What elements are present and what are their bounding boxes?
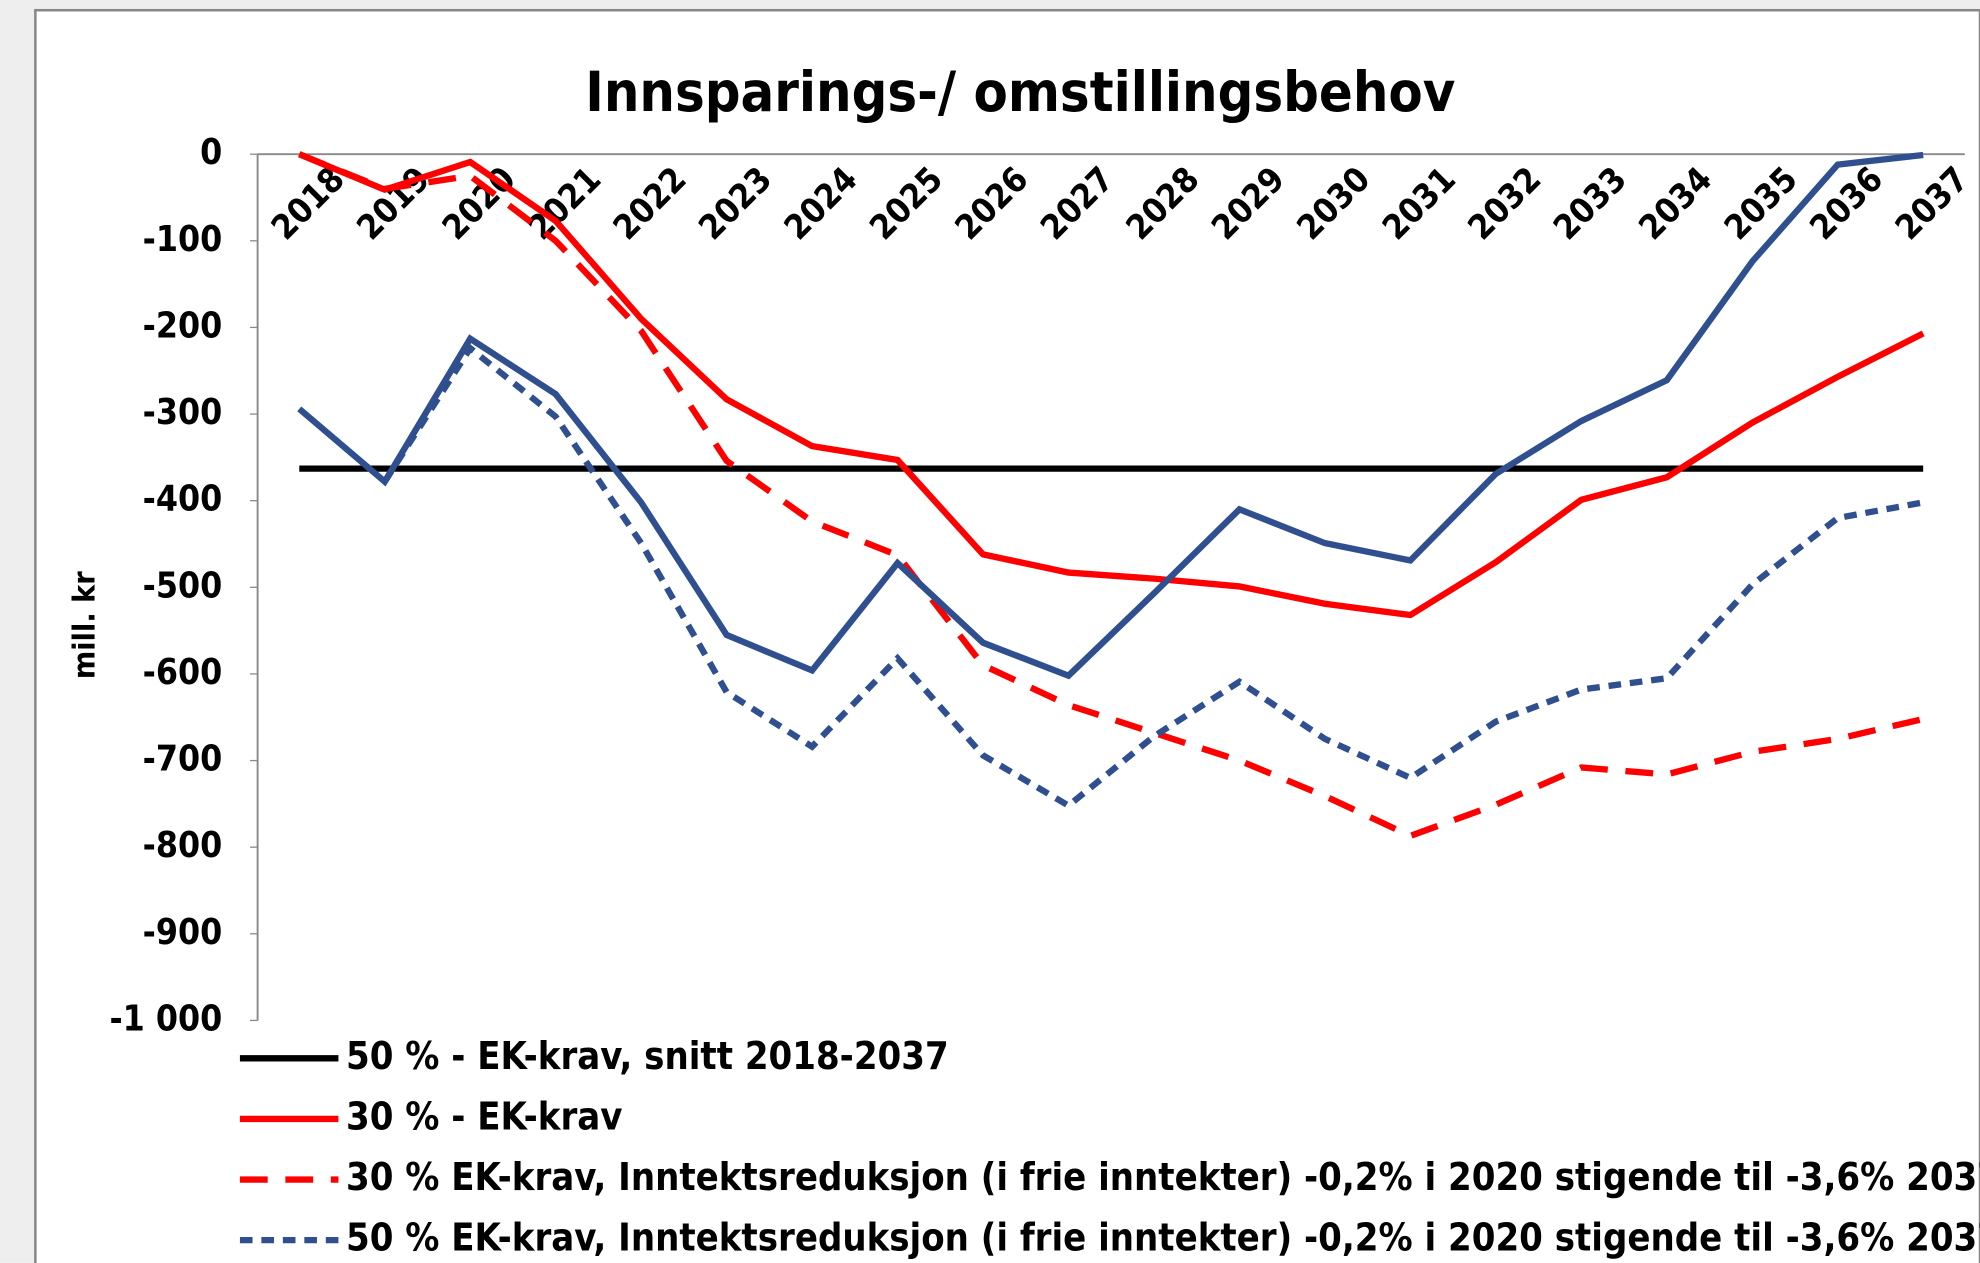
y-tick-label: -600 — [143, 652, 223, 693]
y-tick-label: -1 000 — [109, 998, 222, 1039]
y-tick-label: -700 — [143, 739, 223, 780]
legend-label: 50 % EK-krav, Inntektsreduksjon (i frie … — [346, 1216, 1980, 1260]
series-line — [298, 151, 1925, 619]
y-tick-label: -400 — [143, 479, 223, 520]
y-tick-label: -500 — [143, 565, 223, 606]
y-tick-label: -200 — [143, 305, 223, 346]
legend-label: 30 % EK-krav, Inntektsreduksjon (i frie … — [346, 1155, 1980, 1199]
series-line — [297, 151, 1924, 680]
y-axis-label: mill. kr — [67, 571, 102, 679]
chart-frame — [34, 8, 1980, 1263]
chart-title: Innsparings-/ omstillingsbehov — [585, 60, 1455, 125]
y-tick-label: -300 — [143, 392, 223, 433]
y-tick-label: 0 — [200, 132, 222, 173]
y-tick-label: -900 — [143, 912, 223, 953]
legend-label: 30 % - EK-krav — [346, 1094, 622, 1138]
series-line — [298, 151, 1924, 840]
y-tick-label: -800 — [143, 825, 223, 866]
legend-label: 50 % - EK-krav, snitt 2018-2037 — [346, 1034, 949, 1078]
y-tick-label: -100 — [143, 219, 223, 260]
